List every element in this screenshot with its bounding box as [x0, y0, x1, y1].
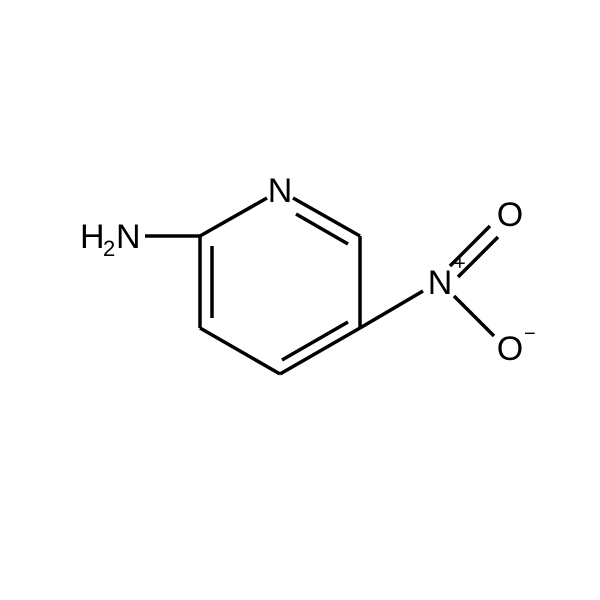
ominus-minus: −: [524, 323, 536, 345]
nh2-h: H: [80, 218, 105, 256]
nplus-n: N: [428, 264, 453, 302]
nplus-plus: +: [454, 253, 466, 275]
atom-o-top: O: [497, 196, 523, 234]
background: [0, 0, 600, 600]
atom-n-ring: N: [268, 172, 293, 210]
nh2-n: N: [116, 218, 141, 256]
nh2-2: 2: [103, 236, 115, 261]
ominus-o: O: [497, 330, 523, 368]
molecule-diagram: N H 2 N N + O O −: [0, 0, 600, 600]
